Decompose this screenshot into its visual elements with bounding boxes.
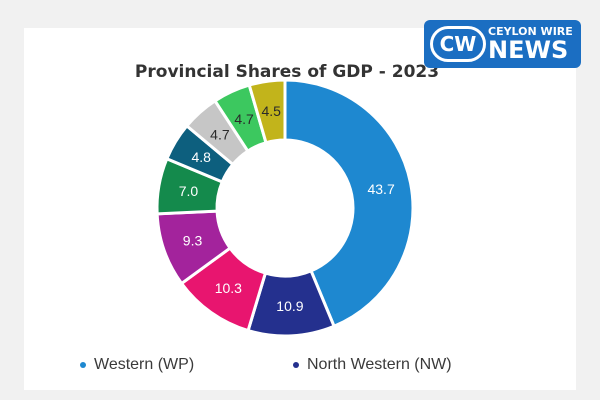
slice-label-2: 10.3 bbox=[215, 280, 242, 296]
legend-item-western: Western (WP) bbox=[80, 356, 194, 374]
logo-top-text: CEYLON WIRE bbox=[488, 25, 573, 38]
slice-label-5: 4.8 bbox=[191, 149, 211, 165]
slice-label-0: 43.7 bbox=[367, 181, 394, 197]
legend-item-north-western: North Western (NW) bbox=[293, 356, 452, 374]
slice-label-4: 7.0 bbox=[179, 183, 199, 199]
ceylon-wire-news-logo: CW CEYLON WIRE NEWS bbox=[424, 20, 581, 68]
legend-label-western: Western (WP) bbox=[94, 356, 195, 373]
legend-swatch-north-western bbox=[293, 362, 299, 368]
slice-label-3: 9.3 bbox=[183, 233, 203, 249]
slice-label-6: 4.7 bbox=[210, 127, 230, 143]
legend-label-north-western: North Western (NW) bbox=[307, 356, 452, 373]
legend-swatch-western bbox=[80, 362, 86, 368]
legend: Western (WP) North Western (NW) bbox=[0, 356, 600, 380]
chart-title: Provincial Shares of GDP - 2023 bbox=[134, 62, 440, 82]
donut-slice-8 bbox=[247, 78, 287, 145]
slice-label-1: 10.9 bbox=[276, 298, 303, 314]
logo-mark: CW bbox=[430, 26, 486, 62]
slice-label-8: 4.5 bbox=[261, 103, 281, 119]
slice-label-7: 4.7 bbox=[234, 111, 254, 127]
donut-slice-0 bbox=[283, 78, 415, 329]
logo-bottom-text: NEWS bbox=[488, 36, 569, 64]
